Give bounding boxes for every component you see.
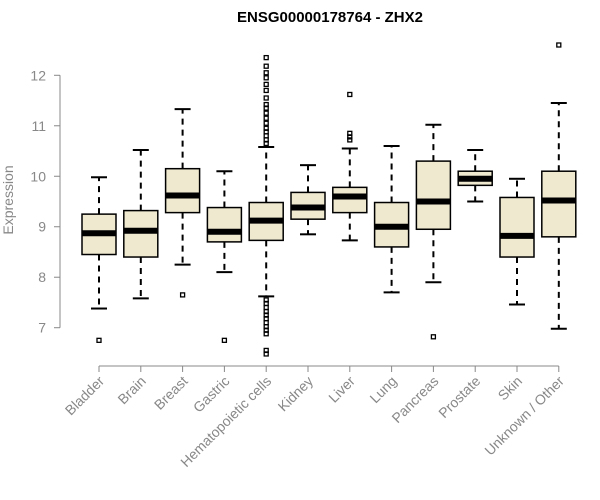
box-pancreas (415, 123, 452, 340)
box-hematopoietic-cells (248, 54, 284, 357)
outlier-point (263, 140, 269, 147)
outlier-point (263, 110, 269, 116)
outlier-point (221, 337, 228, 343)
chart-title: ENSG00000178764 - ZHX2 (237, 9, 423, 26)
x-tick-label: Liver (325, 373, 358, 406)
box-liver (332, 91, 368, 242)
outlier-point (263, 75, 269, 81)
outlier-point (347, 91, 353, 98)
x-tick-label: Skin (495, 373, 526, 404)
box-lung (373, 144, 410, 294)
outlier-point (263, 87, 269, 94)
iqr-box (499, 196, 535, 258)
iqr-box (206, 206, 243, 243)
outlier-point (263, 331, 269, 337)
outlier-point (263, 81, 269, 88)
outlier-point (263, 120, 269, 126)
outlier-point (179, 292, 186, 298)
box-skin (499, 177, 535, 306)
box-breast (164, 108, 201, 298)
outlier-point (263, 63, 269, 69)
outlier-point (263, 95, 269, 101)
y-axis: 7 8 9 10 11 12 (30, 67, 61, 336)
y-tick-label: 11 (31, 118, 46, 134)
outlier-point (96, 337, 102, 343)
outlier-point (263, 115, 269, 121)
y-tick-label: 7 (38, 320, 46, 336)
x-tick-label: Brain (114, 373, 148, 407)
outlier-point (263, 70, 269, 76)
outlier-point (263, 105, 269, 111)
x-tick-label: Lung (366, 373, 399, 406)
x-tick-label: Breast (151, 373, 191, 413)
outlier-point (347, 134, 353, 140)
iqr-box (164, 167, 201, 214)
x-tick-label: Bladder (62, 373, 108, 419)
box-unknown-other (541, 42, 577, 330)
y-tick-label: 8 (38, 269, 46, 285)
box-kidney (290, 164, 326, 236)
y-tick-label: 10 (30, 168, 46, 184)
outlier-point (556, 42, 562, 48)
y-tick-label: 12 (30, 67, 46, 83)
x-tick-label: Prostate (435, 373, 483, 421)
iqr-box (123, 209, 159, 258)
y-axis-label: Expression (0, 165, 16, 234)
outlier-point (263, 54, 269, 61)
box-bladder (81, 176, 117, 343)
x-tick-label: Kidney (275, 373, 317, 415)
outlier-point (263, 351, 269, 357)
outlier-point (347, 137, 353, 143)
iqr-box (332, 186, 368, 214)
box-series (81, 42, 577, 357)
outlier-point (430, 334, 437, 340)
iqr-box (541, 170, 577, 238)
iqr-box (415, 160, 452, 231)
box-prostate (457, 149, 493, 203)
y-tick-label: 9 (38, 219, 46, 235)
x-tick-label: Unknown / Other (481, 373, 567, 459)
box-brain (123, 149, 159, 300)
box-gastric (206, 170, 243, 343)
